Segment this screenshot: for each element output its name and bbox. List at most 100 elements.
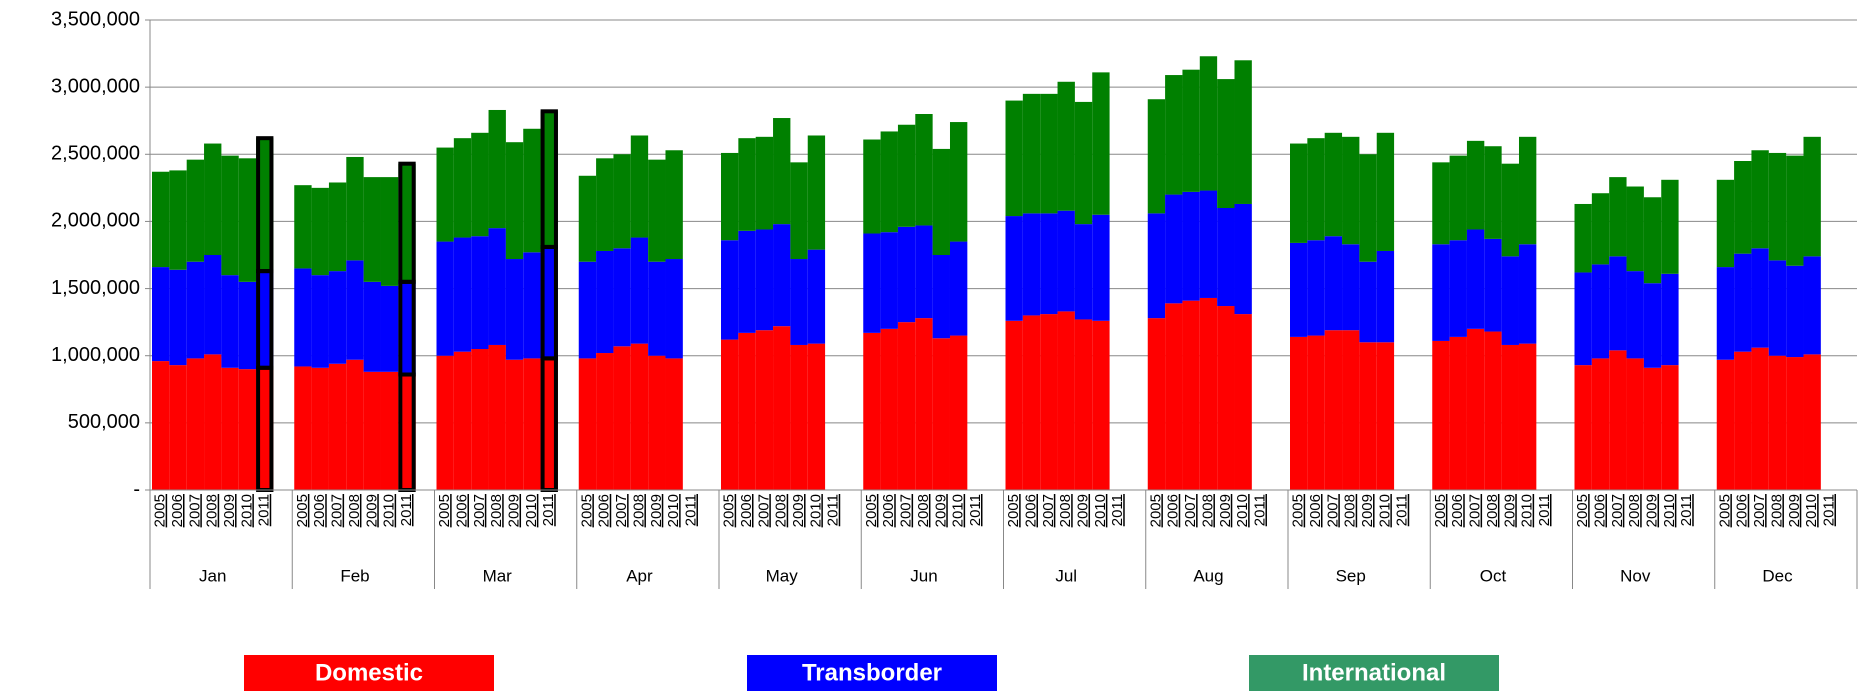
- bar-segment: [1432, 162, 1450, 245]
- bar-segment: [1342, 244, 1360, 331]
- bar-segment: [1466, 229, 1485, 329]
- x-tick-label: 2007: [1751, 494, 1768, 527]
- group-label: Sep: [1336, 566, 1366, 585]
- bar-segment: [204, 354, 222, 490]
- x-tick-label: 2006: [1022, 494, 1039, 527]
- bar-segment: [540, 358, 558, 490]
- bar-segment: [294, 268, 312, 367]
- bar-segment: [1751, 248, 1769, 348]
- bar-segment: [1182, 300, 1200, 490]
- bar-segment: [1501, 256, 1519, 345]
- bar-segment: [1342, 136, 1360, 245]
- bar-segment: [1751, 150, 1769, 249]
- bar-segment: [773, 224, 791, 327]
- bar-segment: [1005, 100, 1023, 217]
- bar-segment: [1449, 336, 1467, 490]
- bar-segment: [1217, 79, 1235, 208]
- bar-segment: [1234, 60, 1252, 204]
- highlight-outline: [256, 136, 274, 274]
- bar-segment: [1022, 315, 1041, 490]
- bar-segment: [453, 138, 472, 238]
- bar-segment: [1518, 136, 1537, 245]
- bar-segment: [665, 150, 683, 260]
- bar-segment: [1092, 214, 1110, 321]
- bar-segment: [1040, 314, 1058, 490]
- x-tick-label: 2006: [453, 494, 470, 527]
- bar-segment: [915, 114, 933, 226]
- bar-segment: [1199, 56, 1218, 191]
- x-tick-label: 2011: [682, 494, 699, 526]
- bar-segment: [436, 241, 454, 356]
- bar-segment: [915, 318, 933, 490]
- bar-segment: [346, 359, 364, 490]
- bar-segment: [204, 143, 222, 255]
- bar-segment: [471, 349, 489, 490]
- bar-segment: [398, 163, 416, 282]
- bar-segment: [1307, 335, 1325, 490]
- x-tick-label: 2007: [613, 494, 630, 527]
- bar-segment: [1466, 140, 1485, 230]
- bar-segment: [453, 237, 472, 352]
- bar-segment: [1786, 265, 1804, 358]
- group-label: Apr: [626, 566, 653, 585]
- bar-segment: [1199, 190, 1218, 298]
- x-tick-label: 2008: [204, 494, 221, 527]
- bar-segment: [1626, 271, 1644, 359]
- bar-segment: [1324, 330, 1343, 490]
- bar-segment: [1376, 132, 1395, 251]
- group-label: Jun: [910, 566, 937, 585]
- bar-segment: [204, 255, 222, 355]
- bar-segment: [648, 159, 666, 262]
- group-label: Jul: [1055, 566, 1077, 585]
- bar-segment: [169, 365, 187, 490]
- x-tick-label: 2009: [363, 494, 380, 527]
- bar-segment: [1022, 93, 1041, 214]
- x-tick-label: 2006: [596, 494, 613, 527]
- x-tick-label: 2011: [1820, 494, 1837, 526]
- bar-segment: [1501, 344, 1519, 490]
- x-tick-label: 2009: [1501, 494, 1518, 527]
- y-tick-label: -: [133, 478, 140, 500]
- bar-segment: [1716, 179, 1735, 268]
- bar-segment: [152, 267, 170, 362]
- group-label: Jan: [199, 566, 226, 585]
- x-tick-label: 2005: [578, 494, 595, 527]
- bar-segment: [1147, 318, 1166, 490]
- x-tick-label: 2005: [1716, 494, 1733, 527]
- bar-segment: [1074, 319, 1093, 490]
- x-tick-label: 2009: [790, 494, 807, 527]
- bar-segment: [648, 355, 666, 490]
- bar-segment: [488, 344, 506, 490]
- x-tick-label: 2007: [186, 494, 203, 527]
- group-label: Aug: [1193, 566, 1223, 585]
- bar-segment: [1040, 93, 1058, 214]
- bar-segment: [380, 285, 399, 372]
- bar-segment: [1661, 273, 1679, 366]
- bar-segment: [471, 132, 489, 237]
- x-tick-label: 2010: [238, 494, 255, 527]
- bar-segment: [1716, 267, 1735, 360]
- bar-segment: [186, 358, 205, 490]
- x-tick-label: 2008: [915, 494, 932, 527]
- bar-segment: [1376, 250, 1395, 343]
- highlight-outline: [398, 161, 416, 284]
- bar-segment: [1359, 342, 1377, 490]
- bar-segment: [1057, 81, 1075, 211]
- group-label: Oct: [1480, 566, 1507, 585]
- x-tick-label: 2006: [1165, 494, 1182, 527]
- x-tick-label: 2011: [1678, 494, 1695, 526]
- bar-segment: [1290, 143, 1308, 243]
- x-tick-label: 2010: [665, 494, 682, 527]
- bar-segment: [596, 158, 614, 251]
- bar-segment: [436, 147, 454, 242]
- bar-segment: [346, 260, 364, 360]
- bar-segment: [863, 139, 881, 234]
- bar-segment: [578, 358, 597, 490]
- bar-segment: [1661, 179, 1679, 274]
- bar-segment: [630, 135, 649, 238]
- bar-segment: [523, 128, 541, 253]
- bar-segment: [1290, 242, 1308, 337]
- bar-segment: [807, 249, 826, 344]
- bar-segment: [932, 148, 950, 255]
- bar-segment: [596, 250, 614, 354]
